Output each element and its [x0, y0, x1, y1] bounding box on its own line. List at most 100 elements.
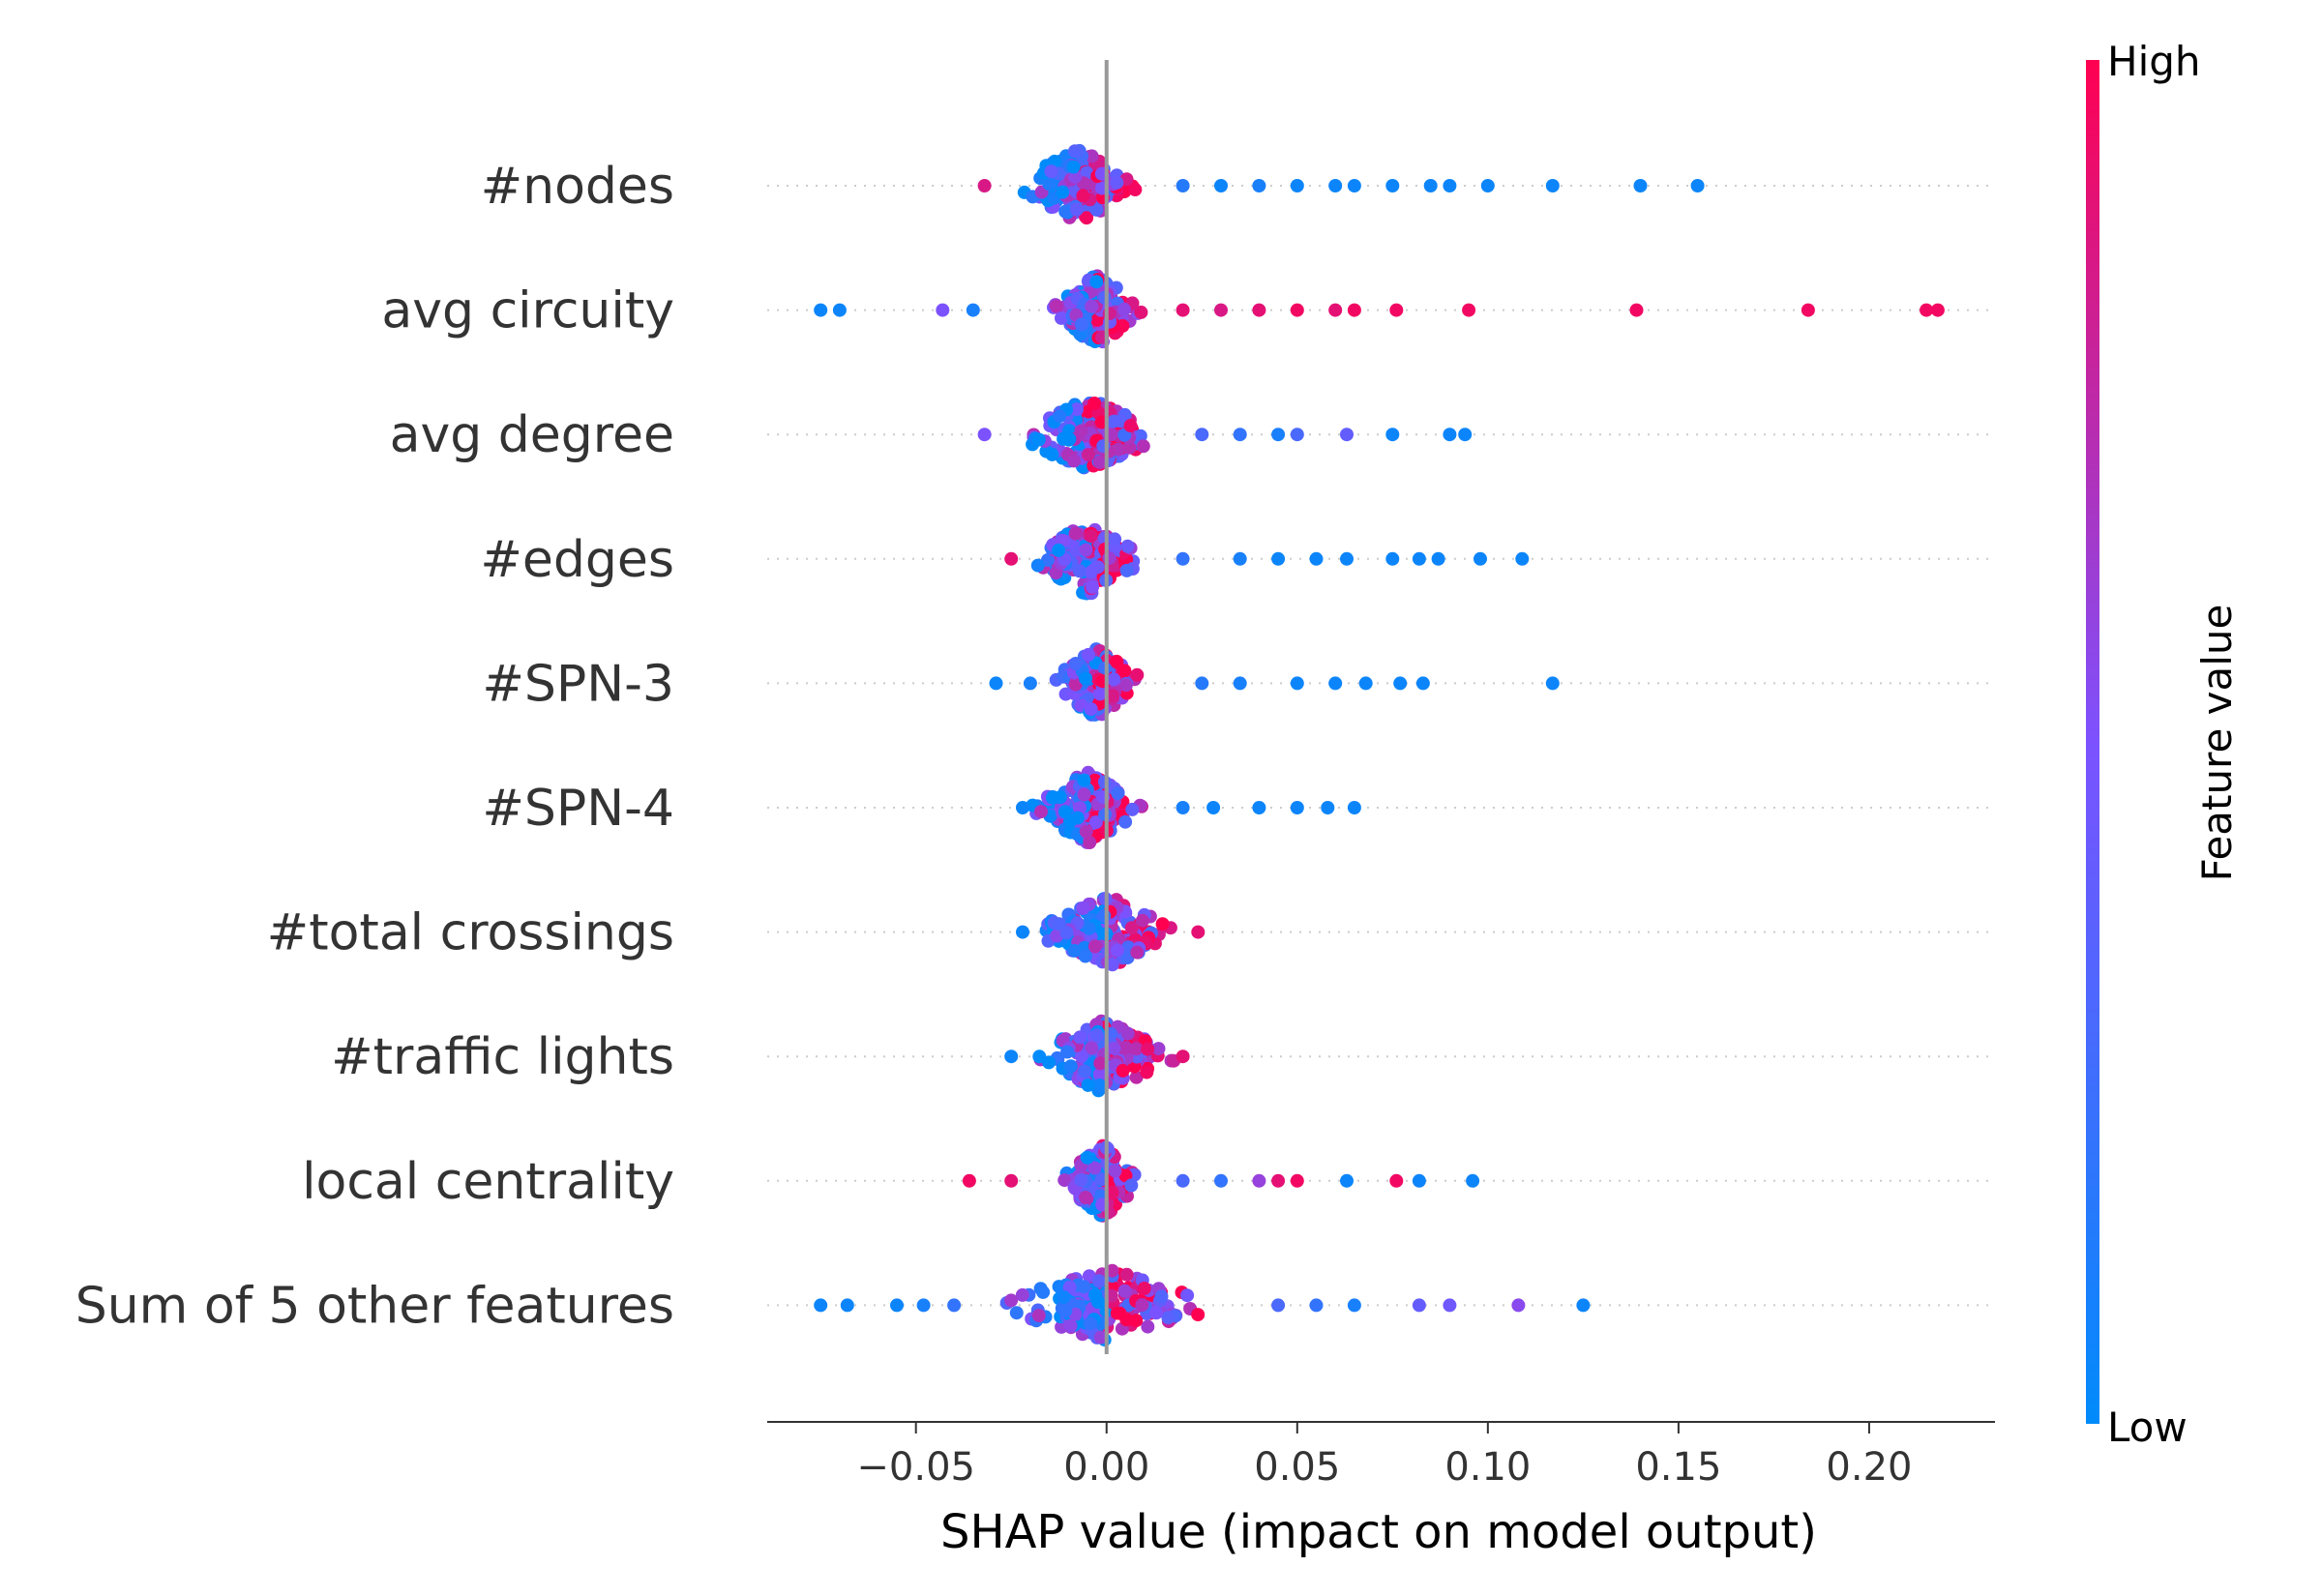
- colorbar-low-label: Low: [2107, 1404, 2188, 1451]
- shap-point: [1252, 179, 1266, 192]
- shap-point: [1080, 1150, 1094, 1165]
- shap-point: [1030, 558, 1045, 573]
- shap-point: [1093, 687, 1107, 701]
- shap-point: [1044, 164, 1058, 179]
- shap-point: [1135, 913, 1149, 928]
- shap-point: [1347, 303, 1361, 317]
- shap-point: [1290, 676, 1304, 691]
- shap-point: [1052, 543, 1066, 557]
- shap-point: [1056, 185, 1070, 199]
- shap-point: [1385, 179, 1400, 192]
- shap-point: [1075, 1049, 1088, 1063]
- shap-point: [936, 303, 950, 317]
- shap-point: [1119, 563, 1134, 577]
- shap-point: [962, 1173, 976, 1188]
- shap-point: [1078, 949, 1092, 963]
- shap-point: [1070, 811, 1085, 825]
- shap-point: [1141, 1042, 1155, 1056]
- shap-point: [1443, 428, 1457, 442]
- shap-point: [1920, 303, 1934, 317]
- x-tick-label: 0.20: [1826, 1445, 1912, 1490]
- shap-point: [814, 1298, 828, 1313]
- shap-point: [1233, 428, 1247, 442]
- shap-point: [1271, 551, 1286, 566]
- shap-point: [1087, 1161, 1102, 1175]
- shap-point: [1031, 432, 1046, 447]
- shap-point: [840, 1298, 854, 1313]
- shap-point: [1079, 543, 1093, 557]
- shap-point: [1117, 664, 1132, 678]
- shap-point: [1093, 1056, 1108, 1071]
- shap-point: [1058, 1304, 1073, 1317]
- shap-point: [1124, 921, 1139, 935]
- shap-point: [1328, 179, 1343, 192]
- shap-point: [1120, 539, 1135, 553]
- shap-point: [1130, 945, 1145, 960]
- shap-point: [1545, 179, 1560, 192]
- shap-point: [1176, 551, 1190, 566]
- shap-point: [1068, 657, 1083, 670]
- shap-point: [1077, 773, 1091, 787]
- shap-point: [1004, 1049, 1019, 1064]
- shap-point: [1085, 299, 1099, 313]
- shap-point: [1801, 303, 1815, 317]
- colorbar-gradient: [2086, 60, 2099, 1424]
- shap-point: [832, 303, 847, 317]
- shap-point: [1063, 1059, 1078, 1074]
- shap-point: [1058, 204, 1073, 219]
- shap-point: [1089, 275, 1104, 289]
- shap-point: [1347, 801, 1361, 814]
- shap-point: [1124, 1178, 1139, 1193]
- shap-point: [1073, 1030, 1087, 1045]
- shap-point: [1321, 801, 1335, 814]
- shap-point: [1004, 551, 1019, 566]
- feature-rows: #nodes avg circuity avg degree #edges #SPN-3…: [75, 158, 1995, 1335]
- shap-point: [1009, 1306, 1024, 1320]
- shap-point: [1063, 1318, 1078, 1333]
- shap-point: [1415, 676, 1430, 691]
- shap-point: [1085, 149, 1099, 163]
- feature-label: local centrality: [302, 1153, 674, 1211]
- shap-point: [1073, 801, 1087, 815]
- shap-point: [1111, 786, 1125, 801]
- shap-point: [1076, 189, 1090, 203]
- shap-point: [814, 303, 828, 317]
- shap-point: [977, 179, 992, 192]
- shap-point: [1004, 1293, 1019, 1308]
- shap-point: [1108, 532, 1122, 547]
- shap-point: [1462, 303, 1476, 317]
- shap-point: [1176, 179, 1190, 192]
- shap-point: [1105, 1186, 1119, 1199]
- shap-point: [1107, 414, 1121, 429]
- shap-point: [1252, 1173, 1266, 1188]
- shap-point: [1073, 327, 1087, 341]
- shap-point: [1106, 689, 1120, 703]
- shap-point: [1116, 302, 1131, 316]
- shap-point: [1081, 1078, 1095, 1092]
- shap-point: [1074, 317, 1088, 332]
- x-tick-label: 0.15: [1635, 1445, 1721, 1490]
- data-points: [814, 143, 1945, 1347]
- shap-point: [1136, 439, 1150, 454]
- shap-point: [1125, 802, 1140, 816]
- shap-point: [1023, 676, 1037, 691]
- shap-point: [1290, 179, 1304, 192]
- shap-point: [1214, 1173, 1228, 1188]
- shap-point: [1080, 211, 1094, 225]
- shap-point: [1079, 1191, 1093, 1204]
- shap-point: [1034, 805, 1048, 819]
- shap-point: [890, 1298, 904, 1313]
- shap-point: [1290, 801, 1304, 814]
- shap-point: [1130, 667, 1145, 682]
- shap-point: [1466, 1173, 1480, 1188]
- shap-point: [1195, 676, 1209, 691]
- shap-point: [1180, 1288, 1195, 1303]
- shap-point: [1088, 1287, 1103, 1302]
- shap-point: [1067, 943, 1082, 958]
- shap-point: [1480, 179, 1495, 192]
- shap-point: [1930, 303, 1945, 317]
- shap-point: [1176, 1173, 1190, 1188]
- shap-point: [1340, 428, 1354, 442]
- shap-point: [1412, 551, 1426, 566]
